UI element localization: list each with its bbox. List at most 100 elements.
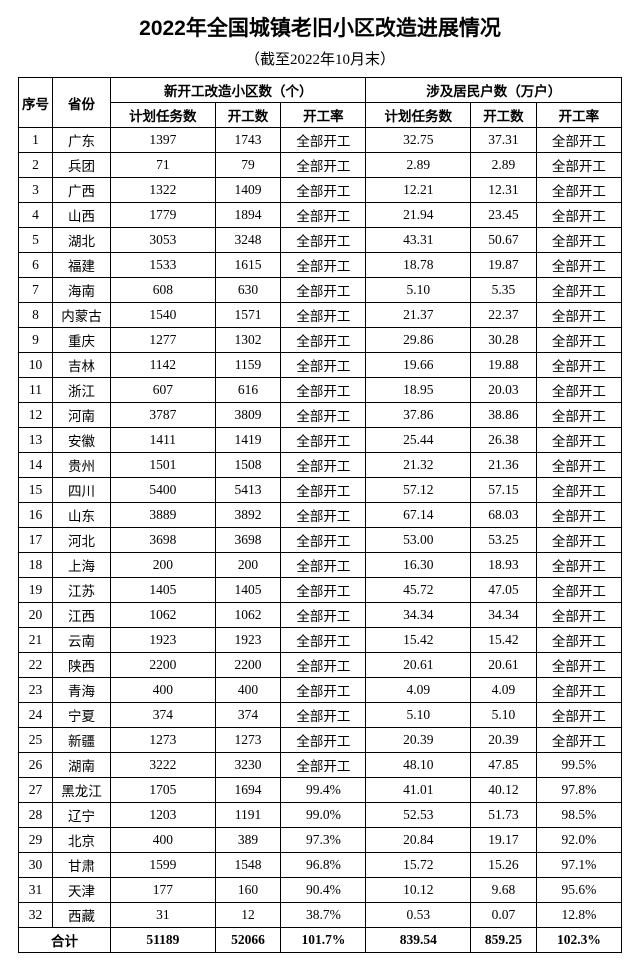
cell-d: 21.37 [366,303,471,328]
header-group1: 新开工改造小区数（个） [111,78,366,103]
cell-n: 20 [19,603,53,628]
cell-d: 53.00 [366,528,471,553]
cell-p: 黑龙江 [53,778,111,803]
cell-e: 37.31 [471,128,537,153]
cell-b: 374 [215,703,281,728]
cell-d: 32.75 [366,128,471,153]
cell-b: 160 [215,878,281,903]
table-row: 28辽宁1203119199.0%52.5351.7398.5% [19,803,622,828]
cell-n: 25 [19,728,53,753]
table-row: 20江西10621062全部开工34.3434.34全部开工 [19,603,622,628]
cell-p: 山西 [53,203,111,228]
cell-b: 1508 [215,453,281,478]
cell-a: 31 [111,903,216,928]
cell-p: 海南 [53,278,111,303]
cell-f: 全部开工 [536,278,621,303]
cell-a: 3889 [111,503,216,528]
cell-e: 23.45 [471,203,537,228]
progress-table: 序号 省份 新开工改造小区数（个） 涉及居民户数（万户） 计划任务数 开工数 开… [18,77,622,953]
cell-e: 53.25 [471,528,537,553]
cell-e: 12.31 [471,178,537,203]
cell-e: 15.42 [471,628,537,653]
table-row: 13安徽14111419全部开工25.4426.38全部开工 [19,428,622,453]
header-group2: 涉及居民户数（万户） [366,78,622,103]
cell-e: 19.17 [471,828,537,853]
cell-b: 3230 [215,753,281,778]
cell-p: 辽宁 [53,803,111,828]
cell-a: 1779 [111,203,216,228]
cell-f: 全部开工 [536,328,621,353]
cell-c: 99.0% [281,803,366,828]
cell-f: 全部开工 [536,653,621,678]
cell-d: 15.72 [366,853,471,878]
cell-f: 全部开工 [536,728,621,753]
cell-a: 200 [111,553,216,578]
table-row: 4山西17791894全部开工21.9423.45全部开工 [19,203,622,228]
cell-p: 宁夏 [53,703,111,728]
table-row: 30甘肃1599154896.8%15.7215.2697.1% [19,853,622,878]
cell-e: 68.03 [471,503,537,528]
cell-f: 全部开工 [536,628,621,653]
table-row: 29北京40038997.3%20.8419.1792.0% [19,828,622,853]
cell-d: 67.14 [366,503,471,528]
cell-b: 3809 [215,403,281,428]
cell-p: 福建 [53,253,111,278]
cell-f: 全部开工 [536,153,621,178]
cell-f: 全部开工 [536,703,621,728]
cell-p: 内蒙古 [53,303,111,328]
cell-p: 广西 [53,178,111,203]
table-row: 31天津17716090.4%10.129.6895.6% [19,878,622,903]
cell-a: 607 [111,378,216,403]
cell-c: 全部开工 [281,378,366,403]
cell-n: 7 [19,278,53,303]
table-row: 9重庆12771302全部开工29.8630.28全部开工 [19,328,622,353]
cell-e: 5.10 [471,703,537,728]
cell-d: 43.31 [366,228,471,253]
cell-c: 全部开工 [281,328,366,353]
cell-f: 全部开工 [536,228,621,253]
cell-c: 全部开工 [281,353,366,378]
cell-f: 全部开工 [536,178,621,203]
cell-c: 全部开工 [281,128,366,153]
table-row: 32西藏311238.7%0.530.0712.8% [19,903,622,928]
total-a: 51189 [111,928,216,953]
table-row: 15四川54005413全部开工57.1257.15全部开工 [19,478,622,503]
cell-a: 1501 [111,453,216,478]
cell-a: 1322 [111,178,216,203]
cell-p: 山东 [53,503,111,528]
cell-c: 全部开工 [281,453,366,478]
cell-n: 12 [19,403,53,428]
cell-n: 8 [19,303,53,328]
cell-c: 全部开工 [281,303,366,328]
cell-n: 3 [19,178,53,203]
cell-n: 26 [19,753,53,778]
cell-c: 全部开工 [281,578,366,603]
cell-d: 10.12 [366,878,471,903]
page-subtitle: （截至2022年10月末） [18,48,622,69]
cell-n: 24 [19,703,53,728]
cell-n: 29 [19,828,53,853]
cell-c: 全部开工 [281,403,366,428]
cell-e: 15.26 [471,853,537,878]
cell-p: 江西 [53,603,111,628]
cell-n: 6 [19,253,53,278]
cell-e: 20.39 [471,728,537,753]
cell-b: 3698 [215,528,281,553]
header-started1: 开工数 [215,103,281,128]
cell-f: 全部开工 [536,128,621,153]
cell-a: 3698 [111,528,216,553]
cell-a: 2200 [111,653,216,678]
cell-b: 1615 [215,253,281,278]
table-row: 26湖南32223230全部开工48.1047.8599.5% [19,753,622,778]
cell-b: 12 [215,903,281,928]
table-row: 8内蒙古15401571全部开工21.3722.37全部开工 [19,303,622,328]
cell-n: 13 [19,428,53,453]
cell-a: 5400 [111,478,216,503]
cell-b: 400 [215,678,281,703]
cell-p: 甘肃 [53,853,111,878]
cell-c: 全部开工 [281,678,366,703]
cell-e: 22.37 [471,303,537,328]
cell-p: 四川 [53,478,111,503]
cell-e: 2.89 [471,153,537,178]
cell-n: 14 [19,453,53,478]
